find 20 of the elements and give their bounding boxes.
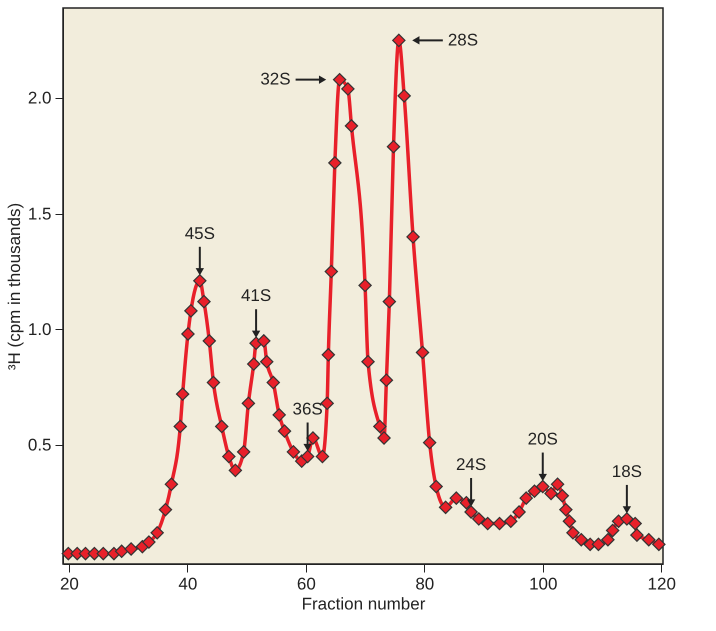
x-tick-label: 60 [296, 574, 316, 594]
annotation: 32S [260, 70, 291, 89]
x-tick-label: 40 [178, 574, 198, 594]
annotation: 24S [456, 454, 486, 474]
x-tick-label: 100 [529, 574, 558, 594]
x-tick-label: 120 [648, 574, 676, 594]
y-axis-title: ³H (cpm in thousands) [4, 202, 24, 370]
x-tick-label: 20 [60, 574, 79, 594]
annotation: 41S [240, 286, 272, 306]
y-tick-label: 1.5 [28, 204, 52, 224]
annotation: 45S [184, 224, 215, 243]
x-tick-label: 80 [415, 574, 434, 594]
y-tick-label: 1.0 [28, 320, 52, 339]
y-tick-label: 2.0 [28, 88, 52, 108]
annotation: 20S [528, 430, 558, 449]
annotation: 18S [612, 462, 642, 481]
annotation: 28S [448, 30, 478, 50]
y-tick-label: 0.5 [28, 435, 52, 454]
annotation: 36S [292, 400, 323, 418]
x-axis-title: Fraction number [302, 594, 426, 614]
